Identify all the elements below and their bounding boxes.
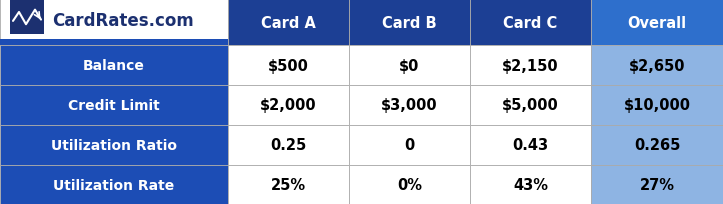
Text: Utilization Rate: Utilization Rate [54, 178, 175, 192]
Bar [0, 40, 228, 46]
Bar [0, 86, 228, 125]
Bar [228, 0, 349, 46]
Text: $2,650: $2,650 [629, 58, 685, 73]
Bar [470, 46, 591, 86]
Text: $3,000: $3,000 [381, 98, 438, 113]
Text: 0%: 0% [397, 178, 422, 193]
Text: $2,150: $2,150 [502, 58, 559, 73]
Text: $5,000: $5,000 [502, 98, 559, 113]
Text: Card A: Card A [261, 16, 316, 30]
Bar [349, 125, 470, 165]
Bar [228, 46, 349, 86]
Text: 0.265: 0.265 [634, 138, 680, 153]
Bar [591, 165, 723, 204]
Bar [349, 46, 470, 86]
Text: 25%: 25% [271, 178, 306, 193]
Text: CardRates.com: CardRates.com [52, 12, 194, 30]
Bar [0, 165, 228, 204]
Text: $0: $0 [399, 58, 419, 73]
Text: Balance: Balance [83, 59, 145, 73]
Bar [470, 125, 591, 165]
Bar [470, 0, 591, 46]
Text: 0.43: 0.43 [513, 138, 549, 153]
Bar [228, 125, 349, 165]
Text: Overall: Overall [628, 16, 687, 30]
Bar [349, 165, 470, 204]
Bar [591, 86, 723, 125]
Bar [10, 1, 44, 34]
Bar [349, 86, 470, 125]
Bar [470, 165, 591, 204]
Bar [0, 0, 228, 46]
Bar [591, 0, 723, 46]
Text: $10,000: $10,000 [623, 98, 690, 113]
Bar [0, 125, 228, 165]
Text: 43%: 43% [513, 178, 548, 193]
Bar [228, 165, 349, 204]
Text: $500: $500 [268, 58, 309, 73]
Text: $2,000: $2,000 [260, 98, 317, 113]
Text: Card C: Card C [503, 16, 557, 30]
Bar [591, 46, 723, 86]
Bar [0, 46, 228, 86]
Bar [591, 125, 723, 165]
Text: 0.25: 0.25 [270, 138, 307, 153]
Bar [349, 0, 470, 46]
Bar [228, 86, 349, 125]
Bar [470, 86, 591, 125]
Text: Credit Limit: Credit Limit [68, 99, 160, 112]
Text: 27%: 27% [640, 178, 675, 193]
Text: 0: 0 [404, 138, 414, 153]
Text: Card B: Card B [382, 16, 437, 30]
Text: Utilization Ratio: Utilization Ratio [51, 138, 177, 152]
